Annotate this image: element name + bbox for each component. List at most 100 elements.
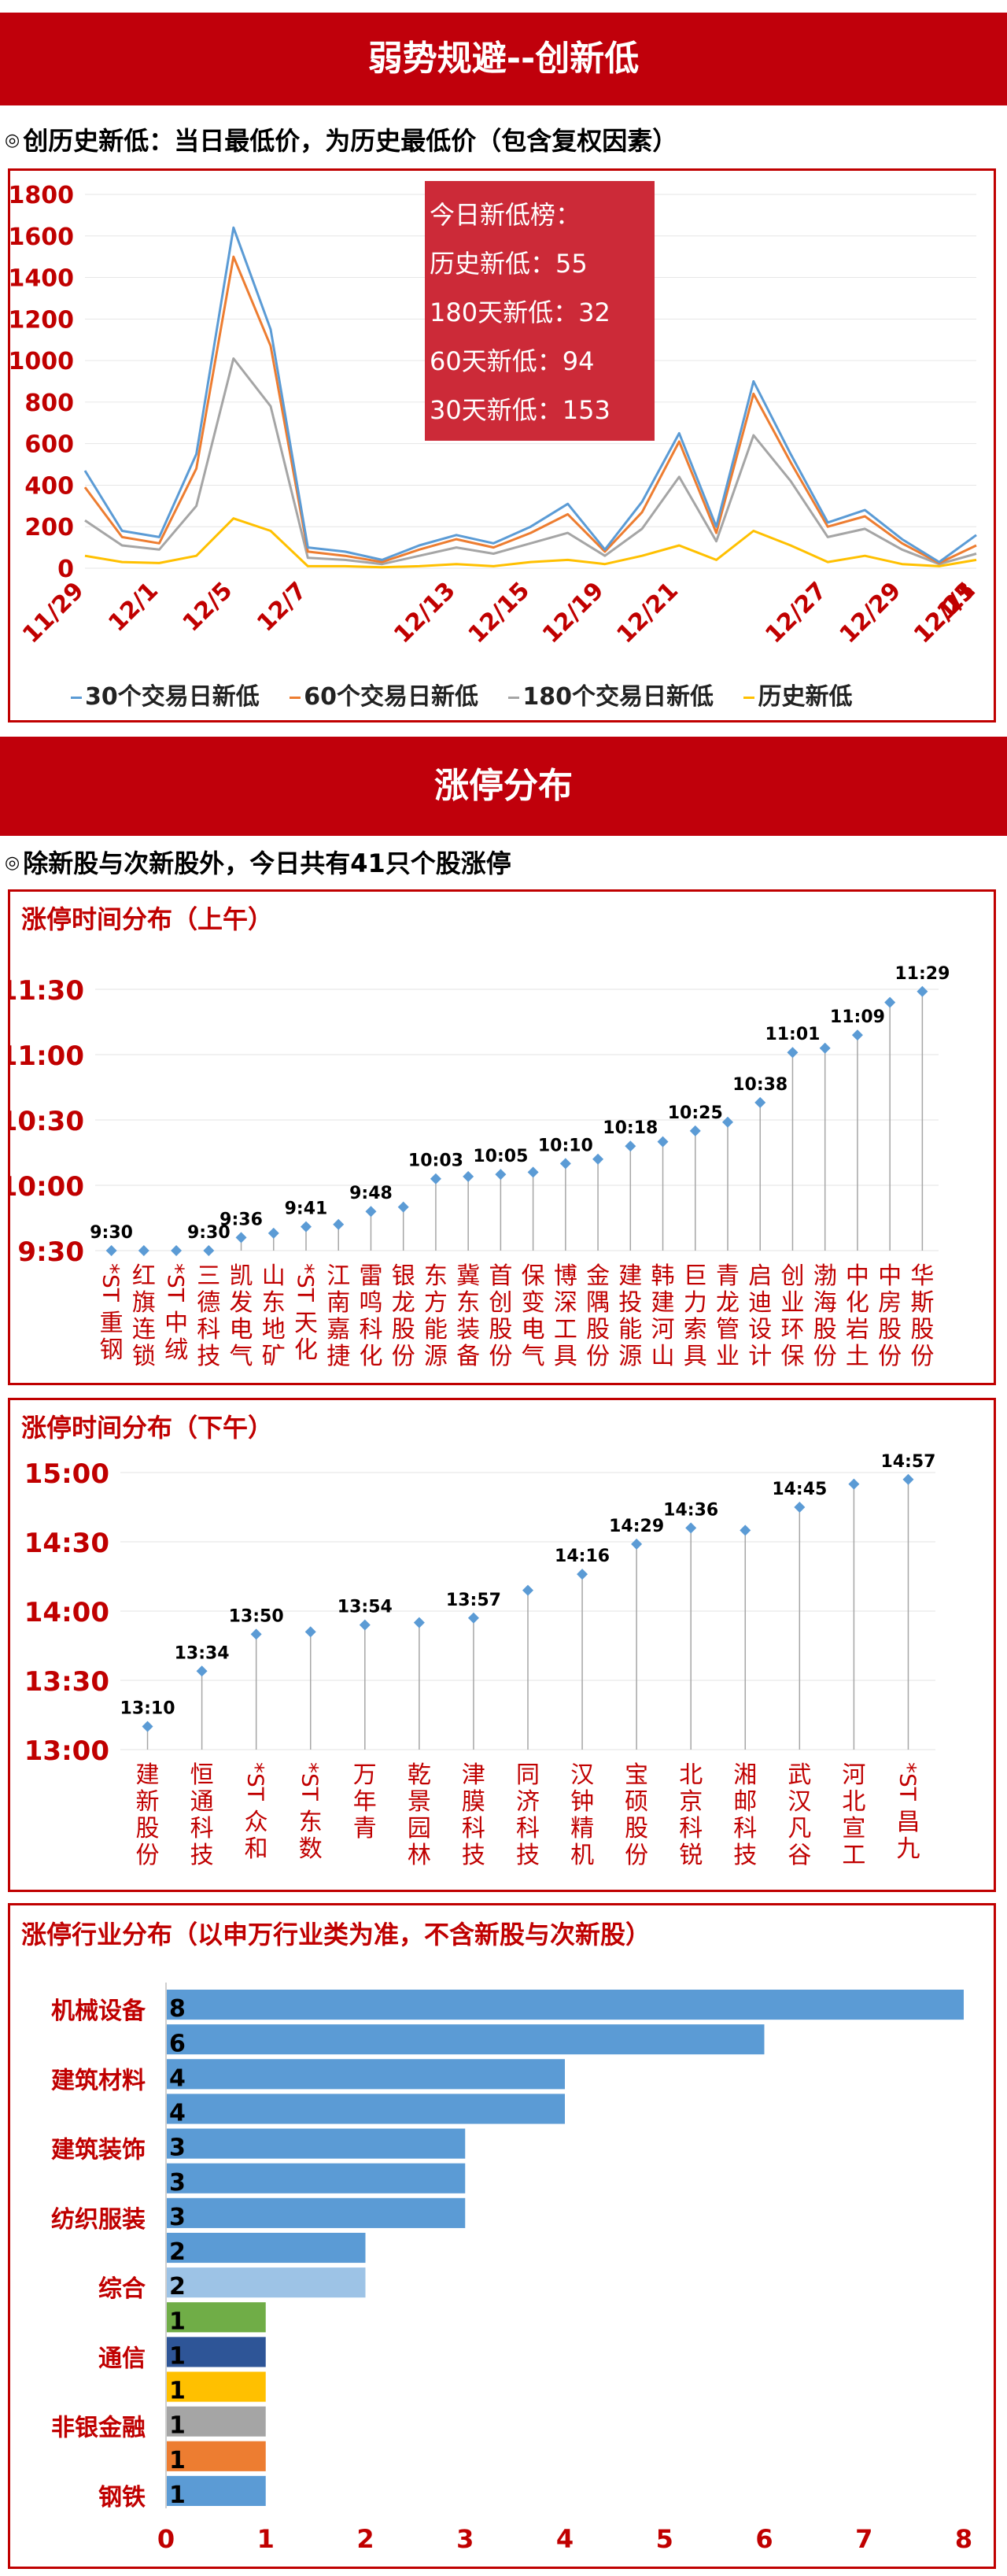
data-label: 10:05: [473, 1147, 528, 1166]
category-label: 巨: [684, 1262, 707, 1290]
ranking-heading: 今日新低榜：: [430, 200, 581, 230]
ranking-line-60d: 60天新低：94: [430, 346, 595, 376]
x-tick-label: 0: [157, 2524, 175, 2554]
category-label: 硕: [625, 1788, 648, 1816]
data-marker: [138, 1245, 149, 1256]
category-label: *ST: [297, 1762, 323, 1802]
am-time-panel: 涨停时间分布（上午） 9:30 10:00 10:30 11:00 11:30 9:30 *…: [8, 889, 996, 1385]
data-label: 9:30: [90, 1223, 133, 1243]
data-label: 13:10: [120, 1699, 175, 1719]
category-label: 河: [842, 1761, 865, 1789]
category-label: 地: [262, 1316, 286, 1343]
industry-title: 涨停行业分布（以申万行业类为准，不含新股与次新股）: [21, 1920, 651, 1950]
category-label: 武: [788, 1761, 811, 1789]
y-tick-label: 400: [24, 472, 74, 500]
category-label: 管: [716, 1316, 740, 1343]
category-label: 方: [424, 1289, 448, 1317]
x-tick-label: 1: [257, 2524, 275, 2554]
x-tick-label: 12/7: [252, 577, 312, 638]
category-label: 青: [353, 1815, 377, 1842]
category-label: 技: [462, 1842, 485, 1869]
data-marker: [740, 1525, 751, 1536]
y-tick-label: 13:00: [24, 1735, 109, 1767]
industry-bar: [167, 2337, 266, 2367]
category-label: 工: [842, 1842, 865, 1869]
category-label: 建: [651, 1289, 675, 1317]
x-tick-label: 6: [755, 2524, 773, 2554]
category-label: 山: [262, 1262, 286, 1290]
category-label: 电: [230, 1316, 253, 1343]
category-label: 股: [136, 1815, 160, 1842]
category-label: 科: [733, 1815, 757, 1842]
category-label: 源: [618, 1343, 642, 1370]
y-tick-label: 1800: [10, 182, 74, 209]
category-label: 索: [684, 1316, 707, 1343]
industry-bar-chart: 8机械设备64建筑材料43建筑装饰33纺织服装22综合11通信11非银金融11钢…: [51, 1983, 972, 2554]
bullet-icon: ◎: [5, 853, 20, 873]
category-label: 份: [878, 1343, 902, 1370]
category-label: 嘉: [326, 1316, 350, 1343]
x-tick-label: 12/5: [178, 577, 238, 638]
category-label: 化: [294, 1336, 318, 1364]
data-marker: [397, 1201, 409, 1213]
category-label: 凯: [230, 1262, 253, 1290]
bar-value-label: 2: [169, 2238, 186, 2266]
data-label: 10:25: [668, 1103, 723, 1123]
industry-label: 建筑装饰: [51, 2137, 146, 2164]
x-tick-label: 12/29: [835, 577, 907, 649]
data-marker: [413, 1617, 425, 1628]
bar-value-label: 3: [169, 2134, 186, 2162]
category-label: 华: [910, 1262, 934, 1290]
category-label: 中: [164, 1310, 188, 1337]
category-label: 首: [489, 1262, 512, 1290]
x-tick-label: 12/1: [103, 577, 164, 638]
category-label: 雷: [359, 1262, 382, 1290]
line-chart-legend: 30个交易日新低 60个交易日新低 180个交易日新低 历史新低: [71, 677, 874, 711]
bar-value-label: 1: [169, 2342, 186, 2370]
data-marker: [467, 1612, 479, 1624]
industry-bar: [167, 2441, 266, 2471]
category-label: 林: [408, 1842, 431, 1869]
y-tick-label: 1000: [10, 348, 74, 375]
category-label: 设: [748, 1316, 772, 1343]
category-label: 股: [878, 1316, 902, 1343]
category-label: 汉: [788, 1788, 811, 1816]
category-label: 投: [618, 1289, 642, 1317]
y-tick-label: 10:00: [10, 1171, 84, 1203]
category-label: 科: [516, 1815, 540, 1842]
category-label: 份: [586, 1343, 610, 1370]
y-tick-label: 800: [24, 390, 74, 417]
category-label: 份: [625, 1842, 648, 1869]
category-label: 工: [554, 1316, 577, 1343]
data-marker: [267, 1227, 279, 1239]
category-label: 三: [197, 1262, 220, 1290]
category-label: 江: [326, 1262, 350, 1290]
category-label: 建: [136, 1761, 160, 1789]
category-label: 湘: [733, 1761, 757, 1789]
industry-bar: [167, 2371, 266, 2402]
category-label: 津: [462, 1761, 485, 1789]
y-tick-label: 11:30: [10, 975, 84, 1007]
category-label: 具: [684, 1343, 707, 1370]
bar-value-label: 4: [169, 2064, 186, 2092]
category-label: *ST: [163, 1263, 189, 1303]
data-label: 10:10: [538, 1136, 593, 1155]
category-label: 业: [716, 1343, 740, 1370]
category-label: 龙: [392, 1289, 415, 1317]
category-label: 份: [392, 1343, 415, 1370]
category-label: 技: [733, 1842, 757, 1869]
data-marker: [430, 1173, 441, 1185]
category-label: 股: [625, 1815, 648, 1842]
new-lows-subtitle-text: 创历史新低：当日最低价，为历史最低价（包含复权因素）: [23, 126, 678, 156]
category-label: 矿: [262, 1343, 286, 1370]
data-marker: [851, 1029, 863, 1041]
x-tick-label: 11/29: [17, 577, 90, 649]
category-label: 钟: [570, 1788, 594, 1816]
category-label: 邮: [733, 1788, 757, 1816]
industry-bar: [167, 2475, 266, 2506]
section-banner-limit-up: 涨停分布: [0, 737, 1007, 836]
data-marker: [304, 1626, 316, 1638]
data-marker: [917, 985, 928, 997]
y-tick-label: 13:30: [24, 1666, 109, 1698]
